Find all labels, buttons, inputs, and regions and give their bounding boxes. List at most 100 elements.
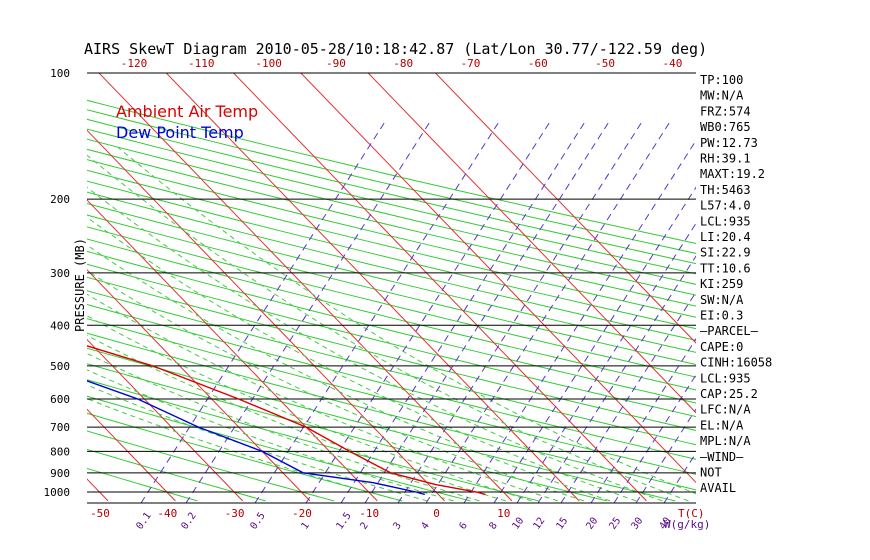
mixing-ratio-label: 0.2 xyxy=(179,511,198,532)
mixing-ratio-line xyxy=(516,222,696,503)
stat-line: LFC:N/A xyxy=(700,403,751,417)
legend-entry-dew-point-temp: Dew Point Temp xyxy=(116,123,244,142)
dry-adiabat-line xyxy=(87,159,696,307)
mixing-ratio-label: 25 xyxy=(607,516,623,532)
dry-adiabat-line xyxy=(87,191,696,341)
moist-adiabat-line xyxy=(87,186,663,502)
mixing-ratio-line xyxy=(140,122,385,503)
stat-line: SW:N/A xyxy=(700,293,744,307)
dry-adiabat-line xyxy=(87,202,696,353)
isotherm-line xyxy=(0,64,41,501)
top-temp-tick-label: -70 xyxy=(461,57,481,70)
mixing-ratio-line xyxy=(663,452,696,503)
dry-adiabat-line xyxy=(87,238,696,391)
pressure-tick-label: 900 xyxy=(50,467,70,480)
stat-line: LCL:935 xyxy=(700,214,751,228)
pressure-tick-label: 600 xyxy=(50,393,70,406)
top-temp-tick-label: -50 xyxy=(595,57,615,70)
mixing-ratio-label: 15 xyxy=(554,516,570,532)
stat-line: AVAIL xyxy=(700,481,736,495)
isotherm-line xyxy=(87,478,109,502)
mixing-ratio-line xyxy=(254,122,499,503)
top-temp-tick-label: -60 xyxy=(528,57,548,70)
dry-adiabat-line xyxy=(87,148,696,296)
dry-adiabat-line xyxy=(87,226,696,378)
mixing-ratio-line xyxy=(463,139,696,503)
pressure-tick-labels: 100 200 300 400 500 600 700 800 900 1000 xyxy=(44,67,71,499)
bottom-temp-tick-label: -10 xyxy=(359,507,379,520)
stat-line: KI:259 xyxy=(700,277,743,291)
mixing-ratio-line xyxy=(364,122,609,503)
x-unit-label: T(C) xyxy=(678,507,705,520)
moist-adiabat-line xyxy=(87,216,637,502)
pressure-tick-label: 100 xyxy=(50,67,70,80)
isotherm-line xyxy=(232,73,647,502)
stat-line: —WIND— xyxy=(700,450,744,464)
stat-line: MAXT:19.2 xyxy=(700,167,765,181)
dry-adiabat-line xyxy=(87,467,198,502)
bottom-temp-tick-label: -50 xyxy=(90,507,110,520)
dry-adiabat-line xyxy=(87,363,608,502)
dry-adiabat-line xyxy=(87,263,696,418)
dry-adiabat-line xyxy=(87,379,539,502)
pressure-tick-label: 500 xyxy=(50,360,70,373)
dry-adiabat-line xyxy=(87,276,696,431)
mixing-ratio-label: 3 xyxy=(391,520,403,531)
mixing-ratio-line xyxy=(493,186,696,503)
dry-adiabat-line xyxy=(87,395,471,502)
top-temp-tick-label: -80 xyxy=(393,57,413,70)
dry-adiabat-line xyxy=(87,318,696,475)
stat-line: CAP:25.2 xyxy=(700,387,758,401)
top-temp-tick-label: -90 xyxy=(326,57,346,70)
stat-line: MW:N/A xyxy=(700,89,744,103)
mixing-ratio-label: 4 xyxy=(419,520,431,531)
dew-point-temp-line xyxy=(87,380,425,496)
mixing-ratio-label: 1 xyxy=(299,520,311,531)
isotherm-line xyxy=(165,73,580,502)
ambient-air-temp-line xyxy=(87,345,486,496)
stat-line: CAPE:0 xyxy=(700,340,743,354)
pressure-tick-label: 300 xyxy=(50,267,70,280)
dry-adiabat-line xyxy=(87,303,696,460)
mixing-ratio-line xyxy=(397,122,642,503)
mixing-ratio-label: 0.1 xyxy=(134,511,153,532)
stat-line: WB0:765 xyxy=(700,120,751,134)
bottom-temp-tick-label: 0 xyxy=(433,507,440,520)
pressure-tick-label: 200 xyxy=(50,193,70,206)
dry-adiabat-line xyxy=(87,430,335,502)
mixing-ratio-line xyxy=(590,338,696,503)
mixing-ratio-line xyxy=(537,255,696,503)
isotherm-line xyxy=(87,338,244,502)
dry-adiabat-line xyxy=(87,138,696,285)
stat-line: TH:5463 xyxy=(700,183,751,197)
pressure-tick-label: 800 xyxy=(50,445,70,458)
top-temp-tick-label: -100 xyxy=(255,57,282,70)
stat-line: LCL:935 xyxy=(700,371,751,385)
isotherm-line xyxy=(367,73,696,414)
dry-adiabat-line xyxy=(87,180,696,330)
isotherm-line xyxy=(87,129,445,502)
mixing-ratio-label: 10 xyxy=(510,516,526,532)
dry-adiabat-line xyxy=(87,169,696,318)
top-temp-tick-label: -110 xyxy=(188,57,215,70)
mixing-ratio-line xyxy=(185,122,430,503)
bottom-temp-tick-label: -40 xyxy=(157,507,177,520)
stat-line: NOT xyxy=(700,466,722,480)
pressure-tick-label: 700 xyxy=(50,421,70,434)
stat-line: L57:4.0 xyxy=(700,199,751,213)
mixing-ratio-line xyxy=(425,122,670,503)
mixing-ratio-line xyxy=(635,408,696,503)
profile-series xyxy=(87,345,486,496)
stat-line: CINH:16058 xyxy=(700,356,772,370)
mixing-ratio-line xyxy=(560,291,696,503)
isobar-lines xyxy=(87,72,696,504)
mixing-ratio-label: 12 xyxy=(531,516,547,532)
mixing-ratio-line xyxy=(305,122,550,503)
stat-line: SI:22.9 xyxy=(700,246,751,260)
mixing-ratio-label: 1.5 xyxy=(334,511,353,532)
mixing-ratio-label: 2 xyxy=(358,520,370,531)
bottom-temp-tick-label: -20 xyxy=(292,507,312,520)
mixing-ratio-line xyxy=(340,122,585,503)
